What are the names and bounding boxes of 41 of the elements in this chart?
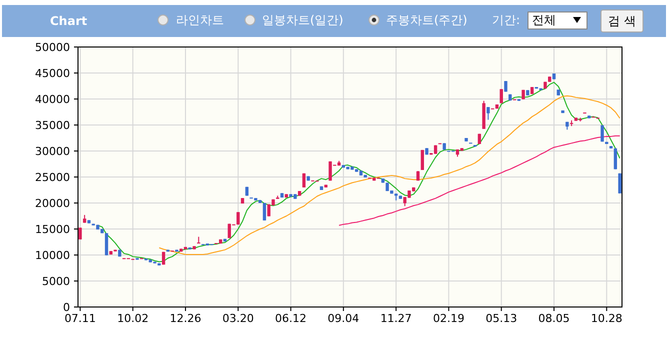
y-tick-label: 15000: [35, 223, 70, 236]
candlestick: [486, 106, 490, 120]
chart-title: Chart: [50, 14, 88, 28]
candlestick: [104, 232, 108, 256]
text: 검 색: [608, 14, 636, 28]
text: 일봉차트(일간): [262, 13, 344, 27]
candlestick: [500, 88, 503, 104]
x-tick-label: 10.02: [117, 312, 149, 325]
y-tick-label: 45000: [35, 67, 70, 80]
text: 기간:: [492, 13, 520, 27]
y-tick-label: 10000: [35, 249, 70, 262]
line-series: [97, 82, 620, 262]
x-tick-label: 05.13: [486, 312, 518, 325]
candlestick: [618, 172, 622, 194]
y-tick-label: 0: [63, 301, 70, 314]
x-tick-label: 08.05: [538, 312, 570, 325]
x-tick-label: 12.26: [170, 312, 202, 325]
candlestick: [236, 212, 240, 226]
x-tick-label: 07.11: [64, 312, 96, 325]
x-tick-label: 09.04: [328, 312, 360, 325]
candlestick: [262, 202, 266, 221]
y-tick-label: 40000: [35, 93, 70, 106]
line-series: [158, 95, 620, 255]
y-tick-label: 5000: [42, 275, 70, 288]
text: 라인차트: [176, 13, 224, 27]
candlestick: [302, 172, 306, 188]
y-tick-label: 20000: [35, 197, 70, 210]
x-tick-label: 02.19: [432, 312, 464, 325]
x-tick-label: 03.20: [222, 312, 254, 325]
candlestick: [420, 149, 424, 170]
line-series: [338, 135, 620, 226]
candlestick: [78, 227, 82, 240]
x-tick-label: 06.12: [275, 312, 307, 325]
text: 전체: [532, 13, 556, 27]
text: 주봉차트(주간): [386, 13, 468, 27]
y-tick-label: 35000: [35, 119, 70, 132]
x-tick-label: 11.27: [380, 312, 412, 325]
y-tick-label: 50000: [35, 41, 70, 54]
y-tick-label: 25000: [35, 171, 70, 184]
x-tick-label: 10.28: [590, 312, 622, 325]
y-tick-label: 30000: [35, 145, 70, 158]
